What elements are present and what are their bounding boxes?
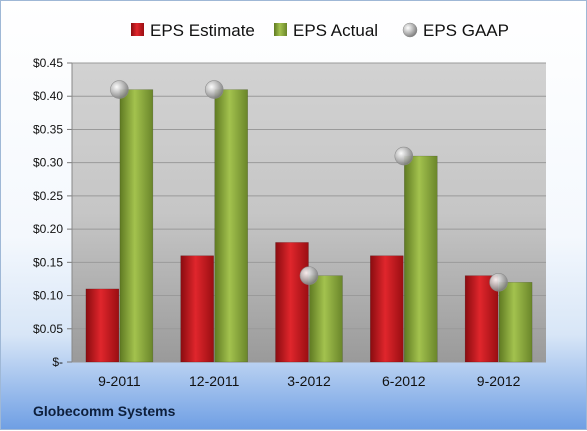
- bar-eps-estimate: [464, 275, 499, 363]
- x-tick-label: 9-2012: [477, 373, 521, 389]
- y-tick-label: $0.35: [33, 122, 63, 136]
- y-tick-label: $0.05: [33, 322, 63, 336]
- y-tick-label: $0.15: [33, 255, 63, 269]
- y-tick-label: $0.30: [33, 156, 63, 170]
- bar-eps-estimate: [85, 288, 120, 363]
- legend-swatch-eps-estimate: [131, 23, 144, 36]
- x-tick-label: 9-2011: [98, 373, 141, 389]
- legend-swatch-eps-gaap: [402, 22, 418, 38]
- y-tick-label: $0.25: [33, 189, 63, 203]
- marker-eps-gaap: [204, 80, 224, 99]
- y-tick-label: $0.20: [33, 222, 63, 236]
- y-tick-label: $0.45: [33, 56, 63, 70]
- bar-eps-actual: [498, 282, 533, 363]
- bar-eps-estimate: [275, 242, 309, 363]
- bar-eps-actual: [214, 89, 248, 363]
- marker-eps-gaap: [489, 272, 508, 292]
- bar-eps-estimate: [370, 255, 404, 363]
- x-tick-label: 3-2012: [287, 373, 331, 389]
- marker-eps-gaap: [110, 80, 129, 99]
- company-label: Globecomm Systems: [33, 403, 176, 419]
- x-tick-label: 6-2012: [382, 373, 426, 389]
- bar-eps-actual: [404, 155, 438, 363]
- legend-label-eps-actual: EPS Actual: [293, 21, 378, 40]
- x-tick-label: 12-2011: [189, 373, 240, 389]
- bar-eps-actual: [309, 275, 343, 363]
- legend-label-eps-estimate: EPS Estimate: [150, 21, 255, 40]
- y-tick-label: $-: [52, 355, 63, 369]
- bar-eps-actual: [119, 89, 154, 363]
- y-tick-label: $0.10: [33, 289, 63, 303]
- legend-swatch-eps-actual: [274, 23, 287, 36]
- legend-label-eps-gaap: EPS GAAP: [423, 21, 509, 40]
- y-tick-label: $0.40: [33, 89, 63, 103]
- marker-eps-gaap: [394, 146, 414, 166]
- marker-eps-gaap: [299, 266, 319, 285]
- bar-eps-estimate: [180, 255, 214, 363]
